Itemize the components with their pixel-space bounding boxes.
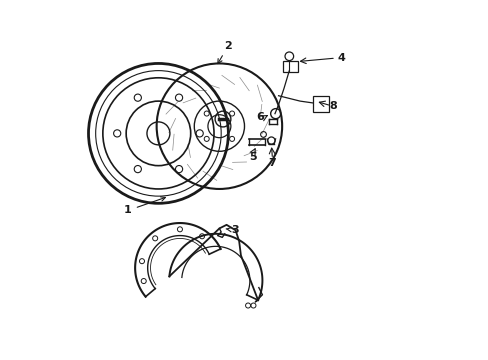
Text: 7: 7 bbox=[268, 158, 276, 168]
FancyBboxPatch shape bbox=[313, 96, 328, 112]
Text: 3: 3 bbox=[225, 225, 239, 235]
Text: 2: 2 bbox=[217, 41, 232, 64]
Text: 8: 8 bbox=[329, 102, 337, 112]
FancyBboxPatch shape bbox=[282, 60, 297, 72]
Text: 1: 1 bbox=[124, 197, 165, 216]
Text: 6: 6 bbox=[256, 112, 264, 122]
Text: 4: 4 bbox=[337, 53, 345, 63]
Text: 5: 5 bbox=[249, 152, 257, 162]
